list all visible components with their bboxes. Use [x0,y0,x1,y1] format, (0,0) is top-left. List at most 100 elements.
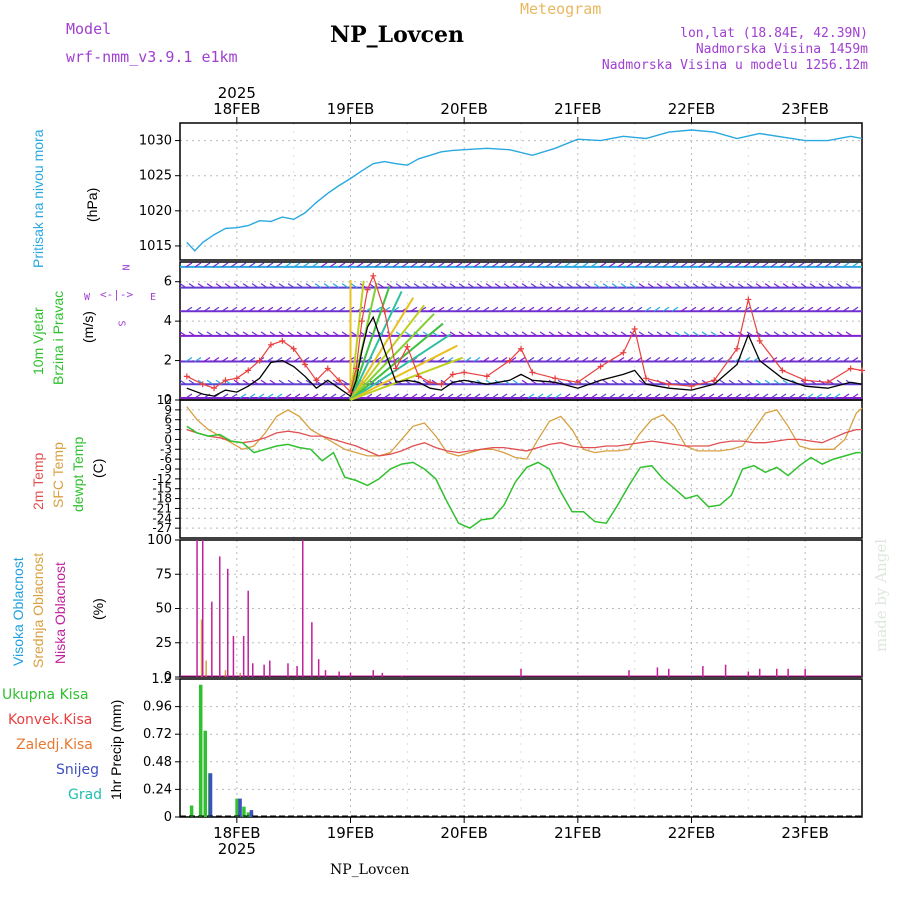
wind-barb [518,262,526,268]
wind-barb [836,283,844,289]
wind-fan-barb [350,344,458,401]
wind-barb [800,283,808,289]
wind-barb [512,379,520,385]
precip-bar [246,812,251,817]
panel-frame [179,122,863,261]
wind-barb [185,262,193,268]
wind-barb [410,393,418,399]
wind-barb [341,379,349,385]
wind-barb [827,379,835,385]
wind-barb [581,306,589,312]
y-tick-label: 1015 [139,239,172,254]
wind-gust-marker [461,369,468,376]
wind-barb [683,331,691,337]
wind-barb [665,283,673,289]
wind-barb [242,283,250,289]
wind-barb [527,306,535,312]
wind-barb [746,331,754,337]
wind-barb [725,306,733,312]
wind-barb [410,306,418,312]
wind-barb [206,331,214,337]
y-tick-label: 6 [164,275,172,290]
wind-barb [374,306,382,312]
wind-barb [851,306,859,312]
wind-barb [455,262,463,268]
wind-barb [743,262,751,268]
bottom-day-label: 19FEB [327,824,374,842]
wind-barb [788,393,796,399]
wind-barb [269,331,277,337]
wind-barb [692,283,700,289]
wind-barb [572,262,580,268]
wind-barb [212,357,220,363]
wind-barb [464,262,472,268]
wind-barb [836,379,844,385]
wind-barb [602,379,610,385]
wind-barb [563,262,571,268]
y-tick-label: 9 [164,403,172,417]
wind-barb [179,379,187,385]
wind-barb [635,393,643,399]
wind-barb [242,331,250,337]
wind-barb [563,393,571,399]
wind-barb [224,331,232,337]
legend-frozen-rain: Zaledj.Kisa [16,737,93,753]
lonlat-text: lon,lat (18.84E, 42.39N) [680,26,868,41]
wind-barb [647,283,655,289]
wind-gust-marker [415,373,422,380]
wind-barb [437,357,445,363]
wind-barb [590,357,598,363]
wind-barb [833,393,841,399]
wind-barb [818,331,826,337]
wind-barb [518,393,526,399]
wind-barb [500,262,508,268]
wind-gust-marker [392,365,399,372]
wind-barb [197,331,205,337]
wind-barb [314,283,322,289]
wind-barb [233,379,241,385]
wind-gust-marker [313,377,320,384]
wind-barb [473,357,481,363]
wind-barb [296,283,304,289]
wind-barb [224,283,232,289]
legend-hail: Grad [68,787,103,803]
wind-barb [815,262,823,268]
wind-fan-barb [349,333,452,401]
wind-barb [365,262,373,268]
wind-barb [581,393,589,399]
wind-barb [638,379,646,385]
wind-barb [527,393,535,399]
wind-barb [665,331,673,337]
wind-barb [764,379,772,385]
wind-barb [491,306,499,312]
wind-barb [554,306,562,312]
wind-barb [698,357,706,363]
wind-barb [311,306,319,312]
wind-barb [260,331,268,337]
wind-barb [827,283,835,289]
wind-direction-label: E [150,292,157,303]
wind-gust-marker [279,337,286,344]
wind-barb [428,262,436,268]
wind-gust-marker [449,371,456,378]
wind-gust-marker [597,363,604,370]
wind-barb [707,357,715,363]
wind-barb [680,262,688,268]
wind-barb [320,393,328,399]
legend-total-rain: Ukupna Kisa [2,687,89,703]
wind-barb [527,357,535,363]
wind-barb [314,331,322,337]
wind-barb [221,262,229,268]
wind-barb [239,262,247,268]
wind-barb [833,262,841,268]
wind-barb [185,357,193,363]
wind-barb [410,262,418,268]
wind-barb [509,306,517,312]
wind-barb [188,331,196,337]
wind-barb [266,306,274,312]
wind-barb [698,262,706,268]
wind-barb [608,262,616,268]
wind-barb [440,283,448,289]
wind-barb [611,379,619,385]
